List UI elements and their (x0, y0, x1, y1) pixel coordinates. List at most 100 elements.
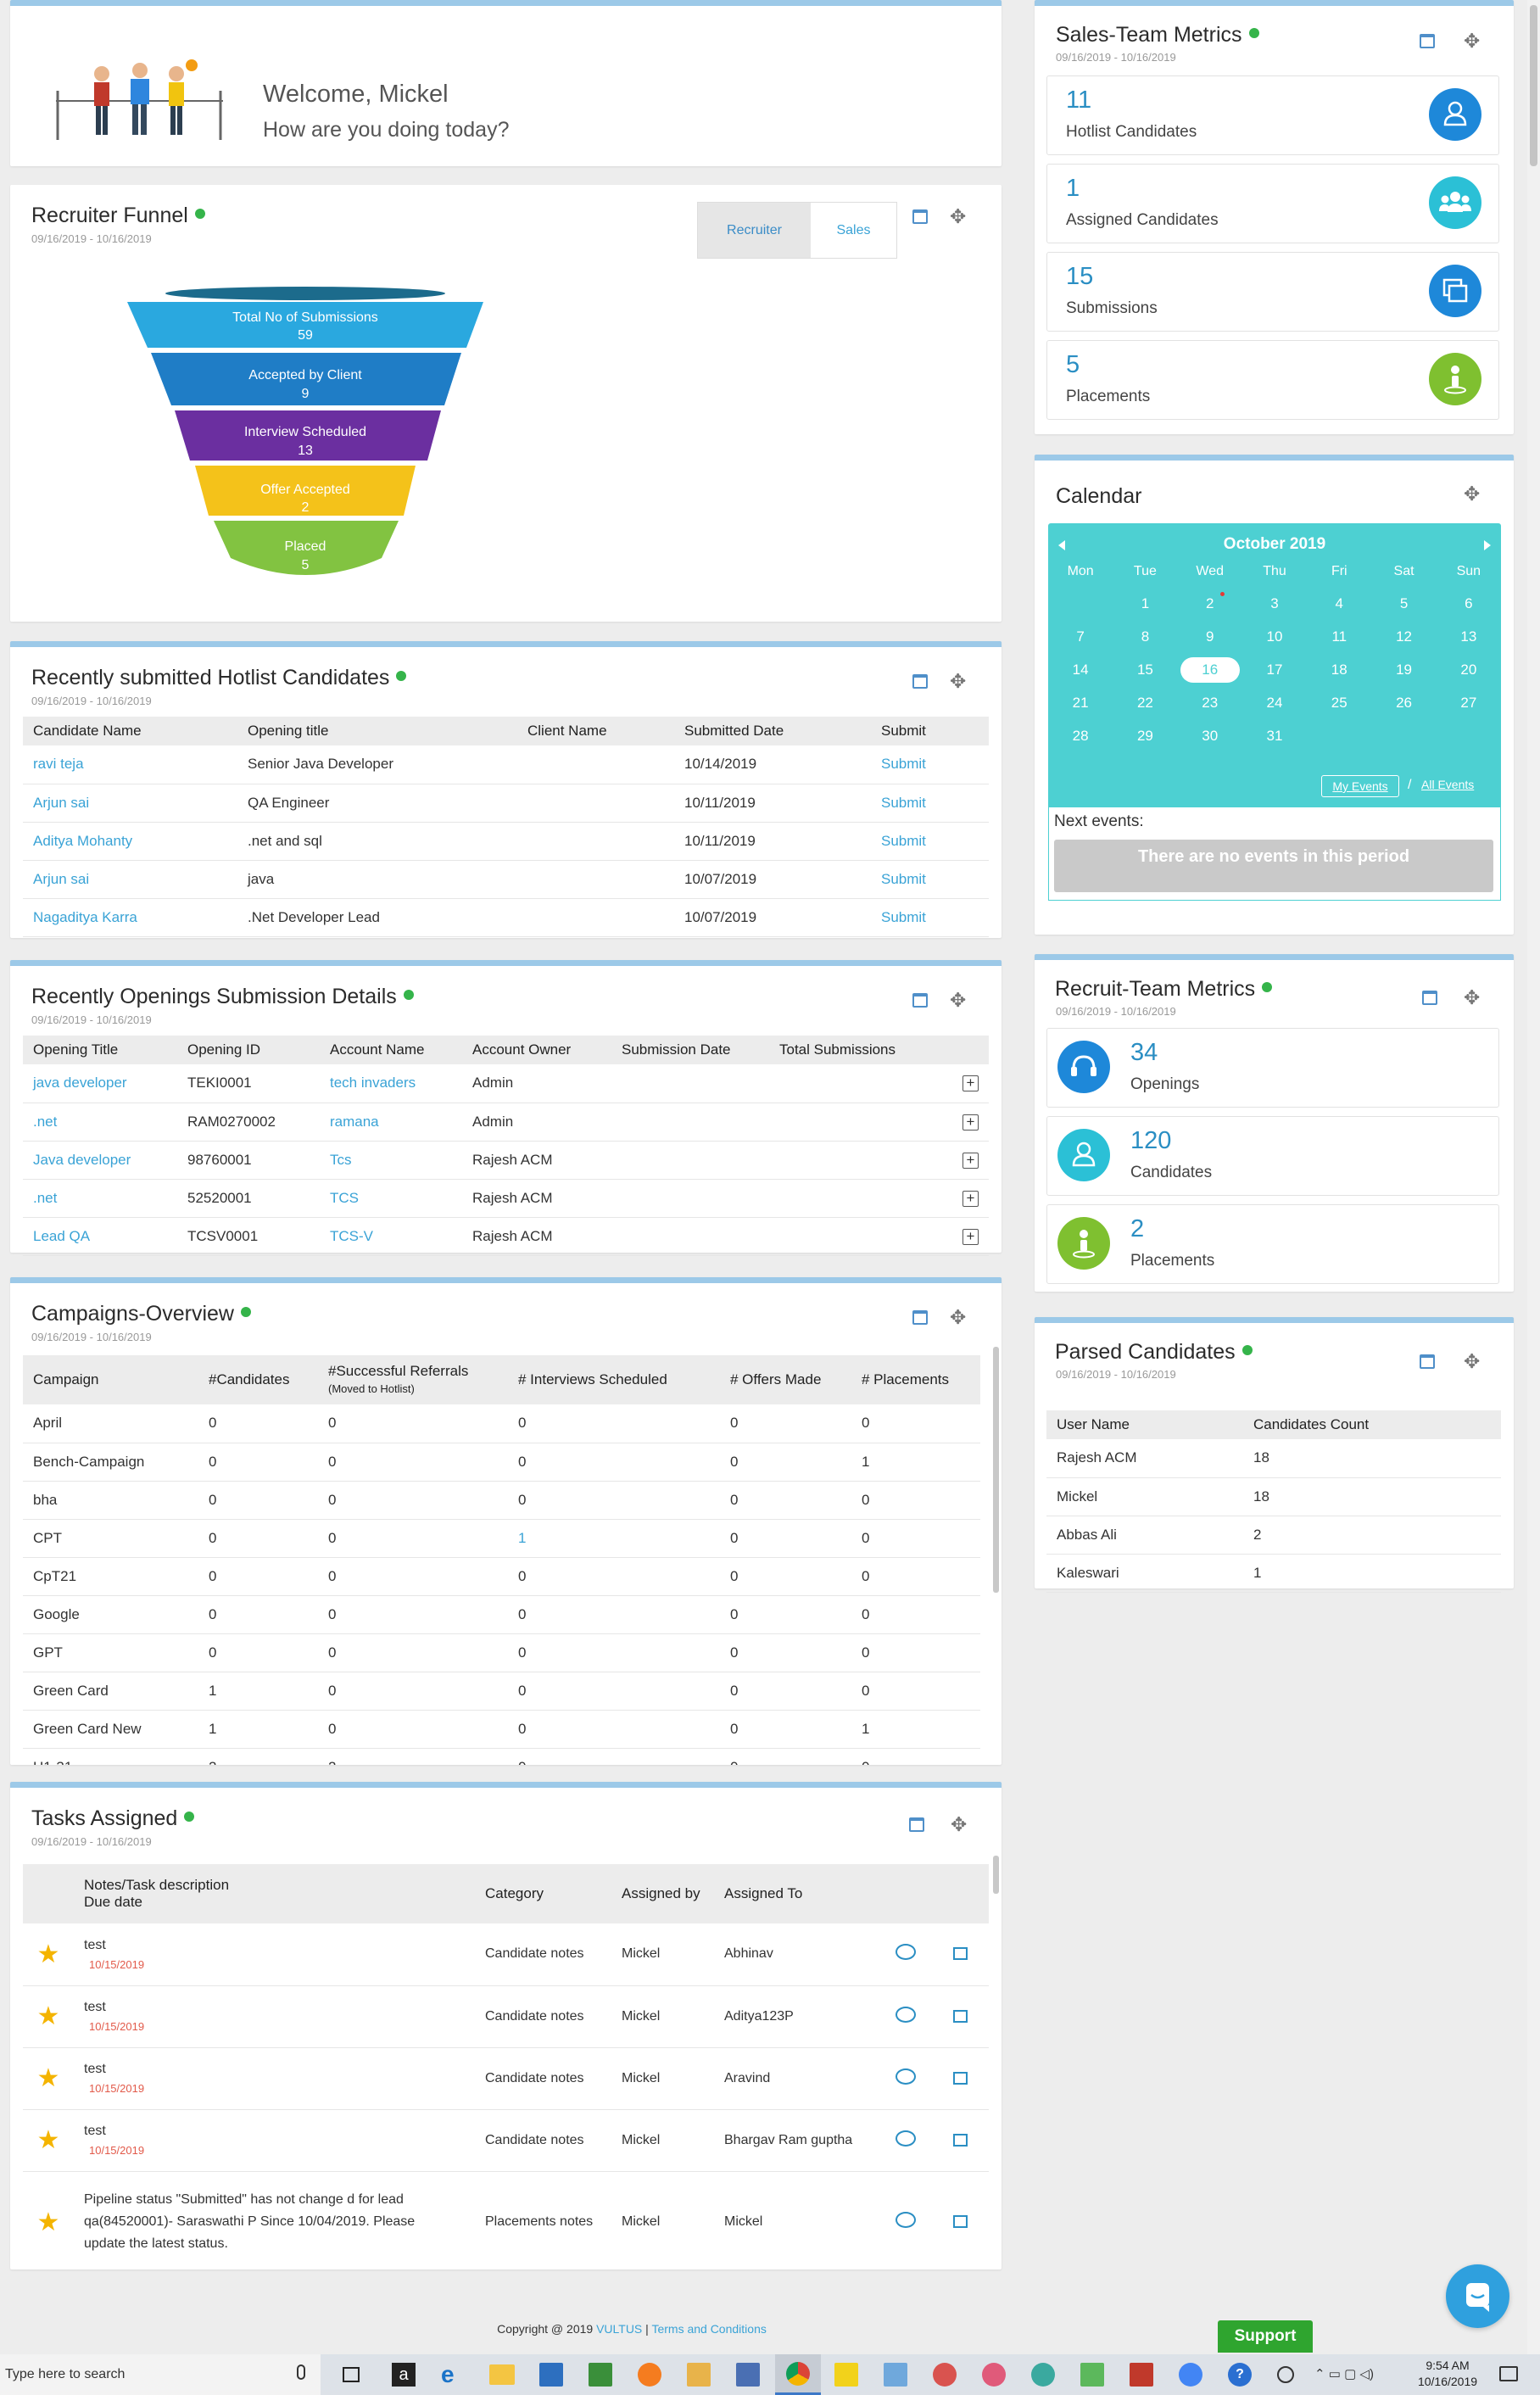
taskbar-app-icon[interactable] (1179, 2363, 1202, 2387)
opening-link[interactable]: .net (23, 1103, 177, 1142)
metric-assigned-candidates[interactable]: 1 Assigned Candidates (1046, 164, 1499, 243)
support-button[interactable]: Support (1218, 2320, 1313, 2353)
calendar-day[interactable]: 22 (1136, 694, 1153, 711)
calendar-day[interactable]: 11 (1331, 628, 1348, 645)
candidate-link[interactable]: Aditya Mohanty (23, 822, 237, 861)
task-view-icon[interactable] (343, 2367, 360, 2382)
taskbar-app-icon[interactable] (933, 2363, 957, 2387)
calendar-day[interactable]: 23 (1202, 694, 1219, 711)
expand-plus-icon[interactable]: + (962, 1075, 979, 1092)
calendar-day[interactable]: 5 (1399, 595, 1409, 611)
submit-link[interactable]: Submit (871, 860, 989, 899)
metric-openings[interactable]: 34 Openings (1046, 1028, 1499, 1108)
calendar-day[interactable]: 13 (1460, 628, 1477, 645)
account-link[interactable]: TCS (320, 1179, 462, 1218)
expand-plus-icon[interactable]: + (962, 1190, 979, 1207)
system-tray-icons[interactable]: ⌃ ▭ ▢ ◁) (1314, 2367, 1374, 2381)
calendar-day[interactable]: 31 (1266, 727, 1283, 744)
calendar-day[interactable]: 21 (1072, 694, 1089, 711)
store-app-icon[interactable] (539, 2363, 563, 2387)
account-link[interactable]: ramana (320, 1103, 462, 1142)
calendar-day[interactable]: 9 (1205, 628, 1214, 645)
chrome-app-icon-active[interactable] (775, 2354, 821, 2395)
calendar-icon[interactable] (912, 209, 928, 224)
expand-plus-icon[interactable]: + (962, 1228, 979, 1245)
calendar-day[interactable]: 3 (1270, 595, 1279, 611)
calendar-day[interactable]: 26 (1396, 694, 1412, 711)
footer-brand-link[interactable]: VULTUS (596, 2322, 643, 2336)
my-events-button[interactable]: My Events (1321, 775, 1399, 797)
comment-icon[interactable] (896, 2068, 916, 2085)
move-icon[interactable]: ✥ (1464, 1350, 1481, 1372)
opening-link[interactable]: java developer (23, 1064, 177, 1103)
calendar-day[interactable]: 14 (1072, 661, 1089, 678)
taskbar-search-box[interactable]: Type here to search (0, 2354, 321, 2395)
opening-link[interactable]: Lead QA (23, 1217, 177, 1256)
taskbar-app-icon[interactable] (687, 2363, 711, 2387)
comment-icon[interactable] (896, 2006, 916, 2023)
move-icon[interactable]: ✥ (951, 1813, 968, 1835)
terms-link[interactable]: Terms and Conditions (651, 2322, 767, 2336)
submit-link[interactable]: Submit (871, 784, 989, 823)
calendar-day[interactable]: 2 (1178, 591, 1242, 612)
chat-launcher-button[interactable] (1446, 2264, 1509, 2328)
calendar-icon[interactable] (1420, 34, 1435, 48)
star-icon[interactable]: ★ (36, 2002, 60, 2030)
campaigns-scrollbar[interactable] (993, 1347, 999, 1593)
taskbar-app-icon[interactable] (834, 2363, 858, 2387)
interview-count-link[interactable]: 1 (508, 1519, 720, 1558)
metric-placements[interactable]: 2 Placements (1046, 1204, 1499, 1284)
star-icon[interactable]: ★ (36, 2064, 60, 2092)
metric-candidates[interactable]: 120 Candidates (1046, 1116, 1499, 1196)
calendar-icon[interactable] (1422, 991, 1437, 1005)
calendar-day[interactable]: 17 (1266, 661, 1283, 678)
tab-sales[interactable]: Sales (836, 223, 871, 237)
archive-icon[interactable] (953, 1947, 968, 1961)
microphone-icon[interactable] (297, 2364, 305, 2380)
metric-hotlist-candidates[interactable]: 11 Hotlist Candidates (1046, 75, 1499, 155)
candidate-link[interactable]: Nagaditya Karra (23, 898, 237, 937)
comment-icon[interactable] (896, 2212, 916, 2228)
help-app-icon[interactable]: ? (1228, 2363, 1252, 2387)
tab-recruiter[interactable]: Recruiter (698, 203, 811, 258)
comment-icon[interactable] (896, 2130, 916, 2147)
account-link[interactable]: Tcs (320, 1141, 462, 1180)
calendar-day[interactable]: 1 (1141, 595, 1150, 611)
archive-icon[interactable] (953, 2071, 968, 2085)
tasks-scrollbar[interactable] (993, 1856, 999, 1894)
expand-plus-icon[interactable]: + (962, 1114, 979, 1131)
account-link[interactable]: tech invaders (320, 1064, 462, 1103)
file-explorer-icon[interactable] (489, 2364, 515, 2385)
move-icon[interactable]: ✥ (1464, 483, 1481, 505)
candidate-link[interactable]: ravi teja (23, 745, 237, 784)
calendar-day[interactable]: 7 (1076, 628, 1085, 645)
star-icon[interactable]: ★ (36, 2208, 60, 2236)
star-icon[interactable]: ★ (36, 1940, 60, 1968)
next-month-arrow-icon[interactable] (1484, 540, 1491, 550)
move-icon[interactable]: ✥ (1464, 30, 1481, 52)
calendar-day[interactable]: 8 (1141, 628, 1150, 645)
candidate-link[interactable]: Arjun sai (23, 784, 237, 823)
metric-submissions[interactable]: 15 Submissions (1046, 252, 1499, 332)
notification-center-icon[interactable] (1499, 2366, 1518, 2381)
calendar-day-today[interactable]: 16 (1178, 656, 1242, 683)
move-icon[interactable]: ✥ (950, 205, 967, 227)
calendar-day[interactable]: 30 (1202, 727, 1219, 744)
archive-icon[interactable] (953, 2009, 968, 2023)
move-icon[interactable]: ✥ (950, 670, 967, 692)
calendar-icon[interactable] (912, 993, 928, 1008)
calendar-day[interactable]: 10 (1266, 628, 1283, 645)
page-scrollbar-thumb[interactable] (1530, 5, 1537, 166)
page-scrollbar[interactable] (1527, 0, 1540, 2354)
submit-link[interactable]: Submit (871, 898, 989, 937)
submit-link[interactable]: Submit (871, 745, 989, 784)
taskbar-app-icon[interactable] (638, 2363, 661, 2387)
taskbar-app-icon[interactable] (589, 2363, 612, 2387)
calendar-day[interactable]: 29 (1136, 727, 1153, 744)
all-events-link[interactable]: All Events (1421, 778, 1475, 791)
taskbar-app-icon[interactable] (1031, 2363, 1055, 2387)
archive-icon[interactable] (953, 2215, 968, 2228)
metric-placements[interactable]: 5 Placements (1046, 340, 1499, 420)
calendar-icon[interactable] (909, 1817, 924, 1832)
opening-link[interactable]: .net (23, 1179, 177, 1218)
